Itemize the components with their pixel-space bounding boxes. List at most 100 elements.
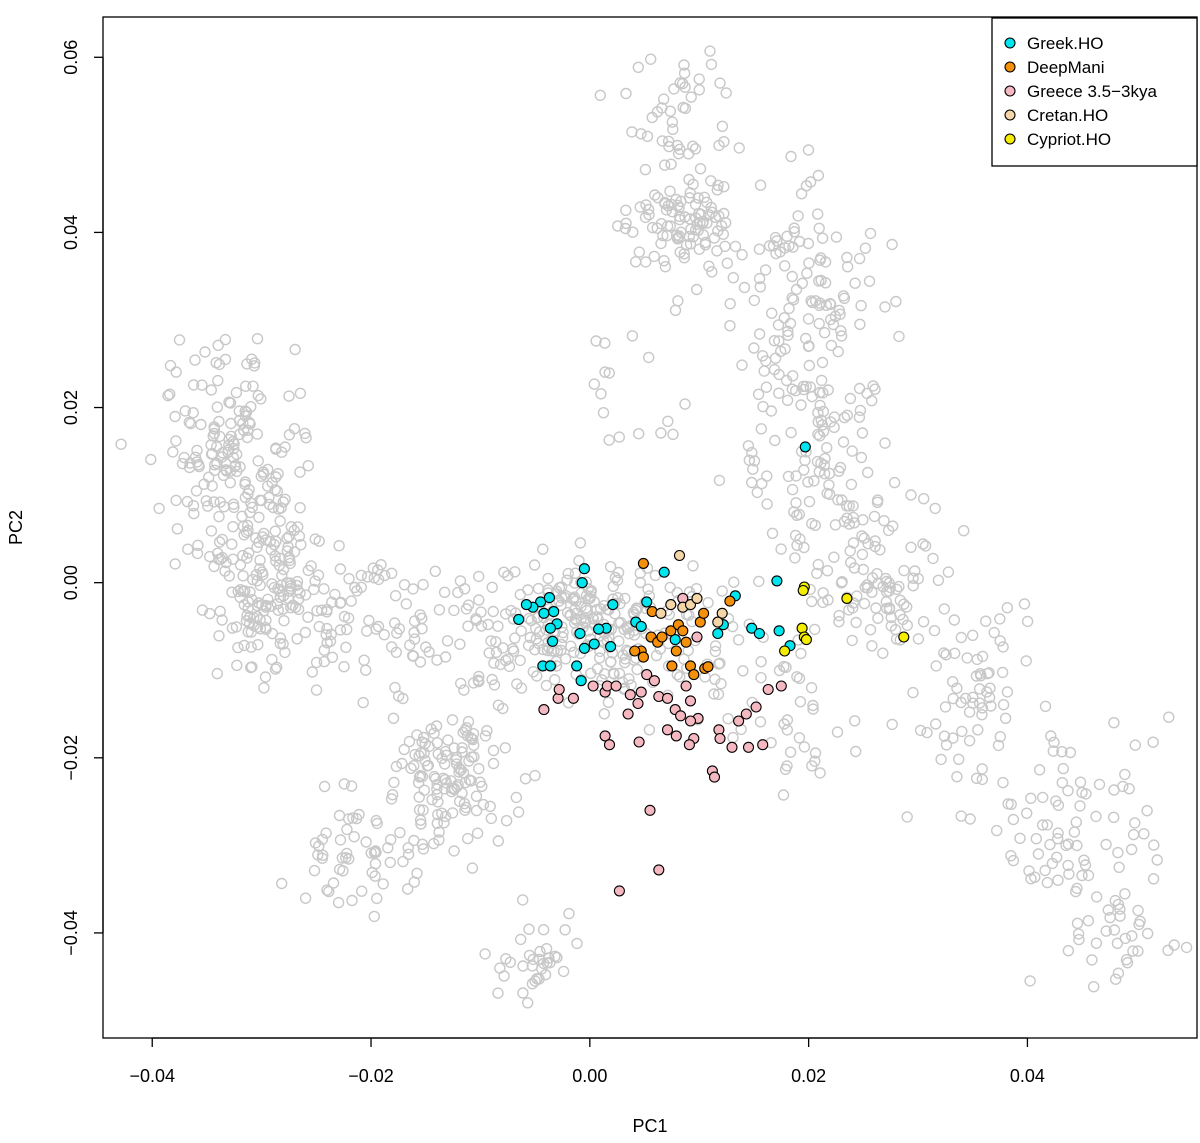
background-point: [555, 644, 567, 656]
background-point: [853, 411, 866, 423]
background-point: [187, 500, 200, 512]
background-point: [769, 352, 782, 364]
background-point: [278, 615, 290, 627]
background-point: [237, 570, 249, 582]
background-point: [1056, 777, 1069, 789]
background-point: [517, 987, 529, 999]
background-point: [333, 809, 346, 822]
background-point: [777, 789, 790, 801]
background-point: [857, 563, 869, 576]
background-point: [787, 241, 799, 253]
background-point: [753, 575, 765, 588]
data-point: [633, 736, 645, 748]
background-point: [746, 446, 758, 459]
background-point: [287, 599, 299, 611]
background-point: [817, 387, 829, 399]
background-point: [1056, 746, 1068, 758]
background-point: [517, 894, 529, 906]
background-point: [770, 247, 782, 260]
background-point: [786, 292, 798, 304]
data-point: [588, 638, 600, 650]
y-tick-label: −0.02: [61, 735, 81, 781]
background-point: [360, 836, 372, 848]
background-point: [784, 746, 797, 758]
background-point: [806, 595, 818, 608]
background-point: [599, 366, 611, 378]
background-point: [394, 826, 406, 839]
background-point: [494, 658, 507, 671]
background-point: [773, 335, 785, 347]
background-point: [811, 567, 823, 580]
data-point: [567, 692, 579, 704]
data-point: [661, 724, 674, 736]
background-point: [145, 453, 157, 466]
background-point: [446, 807, 459, 819]
background-point: [685, 91, 697, 103]
background-point: [832, 345, 844, 358]
background-point: [815, 414, 827, 426]
background-point: [639, 163, 652, 176]
background-point: [318, 655, 330, 668]
background-point: [446, 782, 458, 795]
background-point: [251, 333, 264, 345]
background-point: [803, 257, 815, 269]
background-point: [658, 93, 670, 105]
background-point: [440, 749, 453, 761]
background-point: [856, 548, 869, 561]
background-point: [196, 604, 209, 616]
background-point: [983, 667, 995, 679]
legend-swatch: [1004, 85, 1016, 97]
background-point: [1123, 783, 1135, 795]
background-point: [310, 656, 323, 669]
background-point: [398, 743, 410, 756]
background-point: [1025, 873, 1037, 885]
background-point: [255, 393, 267, 405]
background-point: [639, 211, 652, 224]
background-point: [1100, 838, 1112, 851]
data-point: [635, 620, 647, 632]
background-point: [241, 552, 253, 564]
background-point: [402, 848, 415, 860]
background-point: [239, 405, 251, 417]
background-point: [713, 474, 726, 487]
background-point: [828, 551, 840, 563]
background-points: [115, 45, 1193, 1009]
background-point: [704, 45, 716, 57]
data-point: [513, 613, 525, 625]
background-point: [216, 447, 229, 459]
background-point: [829, 310, 842, 322]
background-point: [1102, 904, 1115, 916]
background-point: [988, 626, 1000, 639]
background-point: [619, 592, 631, 605]
background-point: [474, 776, 486, 788]
background-point: [753, 272, 766, 285]
background-point: [241, 431, 254, 444]
background-point: [1076, 869, 1088, 882]
background-point: [981, 686, 993, 698]
background-point: [431, 737, 443, 749]
background-point: [940, 649, 952, 661]
background-point: [532, 582, 545, 595]
background-point: [861, 387, 873, 400]
background-point: [299, 892, 312, 904]
background-point: [419, 737, 431, 750]
background-point: [806, 390, 818, 403]
background-point: [561, 574, 573, 586]
background-point: [459, 804, 471, 816]
background-point: [788, 506, 800, 518]
background-point: [492, 835, 504, 847]
background-point: [594, 645, 606, 658]
background-point: [1041, 819, 1053, 831]
background-point: [828, 421, 840, 433]
background-point: [559, 924, 571, 936]
background-point: [486, 581, 498, 593]
background-point: [272, 468, 284, 480]
background-point: [442, 734, 454, 746]
background-point: [334, 597, 346, 609]
background-point: [1100, 925, 1112, 937]
background-point: [534, 945, 546, 958]
background-point: [265, 600, 277, 612]
background-point: [866, 395, 878, 407]
background-point: [997, 776, 1009, 789]
background-point: [759, 264, 772, 276]
